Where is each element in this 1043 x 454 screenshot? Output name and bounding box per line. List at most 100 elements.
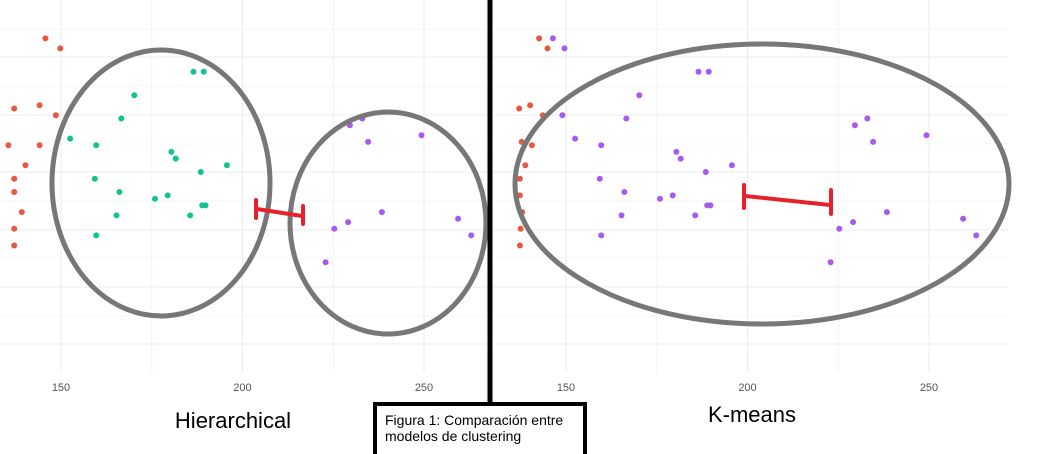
data-point <box>728 162 735 169</box>
hierarchical-cluster-ellipses <box>49 47 489 337</box>
hierarchical-distance-marker <box>254 198 305 226</box>
data-point <box>18 209 25 216</box>
data-point <box>322 259 329 266</box>
data-point <box>345 219 352 226</box>
data-point <box>116 189 123 195</box>
data-point <box>598 232 605 239</box>
data-point <box>549 35 556 42</box>
data-point <box>702 169 709 175</box>
data-point <box>692 212 699 219</box>
x-tick-label: 200 <box>233 382 251 394</box>
hierarchical-green-cluster-ellipse <box>49 47 273 319</box>
data-point <box>536 35 543 42</box>
data-point <box>527 102 534 109</box>
data-point <box>572 135 579 142</box>
data-point <box>516 105 523 112</box>
data-point <box>673 148 680 155</box>
data-point <box>197 169 204 175</box>
hierarchical-points <box>5 35 475 266</box>
data-point <box>91 175 98 182</box>
data-point <box>850 219 857 226</box>
data-point <box>93 232 100 239</box>
data-point <box>93 142 100 149</box>
data-point <box>596 175 603 182</box>
data-point <box>705 68 712 75</box>
data-point <box>164 192 171 199</box>
data-point <box>598 142 605 149</box>
data-point <box>827 259 834 266</box>
x-tick-label: 250 <box>920 382 938 394</box>
figure-caption: Figura 1: Comparación entre modelos de c… <box>373 402 587 454</box>
data-point <box>559 112 566 119</box>
data-point <box>621 189 628 195</box>
data-point <box>561 45 568 52</box>
data-point <box>623 115 630 122</box>
data-point <box>923 132 930 139</box>
hierarchical-x-ticks: 150 200 250 <box>52 382 433 394</box>
hierarchical-grid <box>0 0 487 372</box>
data-point <box>5 142 12 149</box>
data-point <box>851 122 858 129</box>
data-point <box>695 68 702 75</box>
data-point <box>52 112 59 119</box>
x-tick-label: 150 <box>52 382 70 394</box>
data-point <box>152 195 158 202</box>
data-point <box>113 212 120 219</box>
data-point <box>223 162 230 169</box>
data-point <box>528 142 535 149</box>
data-point <box>677 155 684 162</box>
data-point <box>11 242 18 249</box>
data-point <box>57 45 64 52</box>
data-point <box>365 138 372 145</box>
data-point <box>67 135 74 142</box>
hierarchical-title: Hierarchical <box>175 408 291 433</box>
data-point <box>418 132 425 139</box>
hierarchical-purple-cluster-ellipse <box>287 109 489 337</box>
data-point <box>455 215 462 222</box>
data-point <box>11 105 18 112</box>
kmeans-panel: 150 200 250 K-means <box>493 0 1012 427</box>
data-point <box>657 195 663 202</box>
kmeans-distance-marker <box>742 183 833 216</box>
data-point <box>172 155 179 162</box>
kmeans-cluster-ellipse <box>512 41 1012 327</box>
data-point <box>636 92 643 99</box>
x-tick-label: 150 <box>557 382 575 394</box>
data-point <box>11 175 18 182</box>
kmeans-title: K-means <box>708 402 796 427</box>
data-point <box>118 115 125 122</box>
data-point <box>187 212 194 219</box>
data-point <box>168 148 175 155</box>
data-point <box>707 202 714 209</box>
data-point <box>618 212 625 219</box>
kmeans-grid <box>493 0 1008 372</box>
data-point <box>669 192 676 199</box>
data-point <box>544 45 551 52</box>
data-point <box>202 202 209 209</box>
x-tick-label: 250 <box>415 382 433 394</box>
data-point <box>131 92 138 99</box>
data-point <box>836 225 843 232</box>
data-point <box>11 189 18 195</box>
data-point <box>973 232 980 239</box>
x-tick-label: 200 <box>738 382 756 394</box>
hierarchical-panel: 150 200 250 Hierarchical <box>0 0 489 433</box>
data-point <box>883 209 890 216</box>
data-point <box>870 138 877 145</box>
data-point <box>42 35 49 42</box>
data-point <box>517 225 524 232</box>
data-point <box>960 215 967 222</box>
data-point <box>22 162 29 169</box>
data-point <box>864 115 871 122</box>
data-point <box>516 175 523 182</box>
data-point <box>36 142 43 149</box>
kmeans-x-ticks: 150 200 250 <box>557 382 938 394</box>
data-point <box>36 102 43 109</box>
data-point <box>468 232 475 239</box>
data-point <box>200 68 207 75</box>
data-point <box>378 209 385 216</box>
data-point <box>11 225 18 232</box>
data-point <box>522 162 529 169</box>
kmeans-points <box>516 35 980 266</box>
